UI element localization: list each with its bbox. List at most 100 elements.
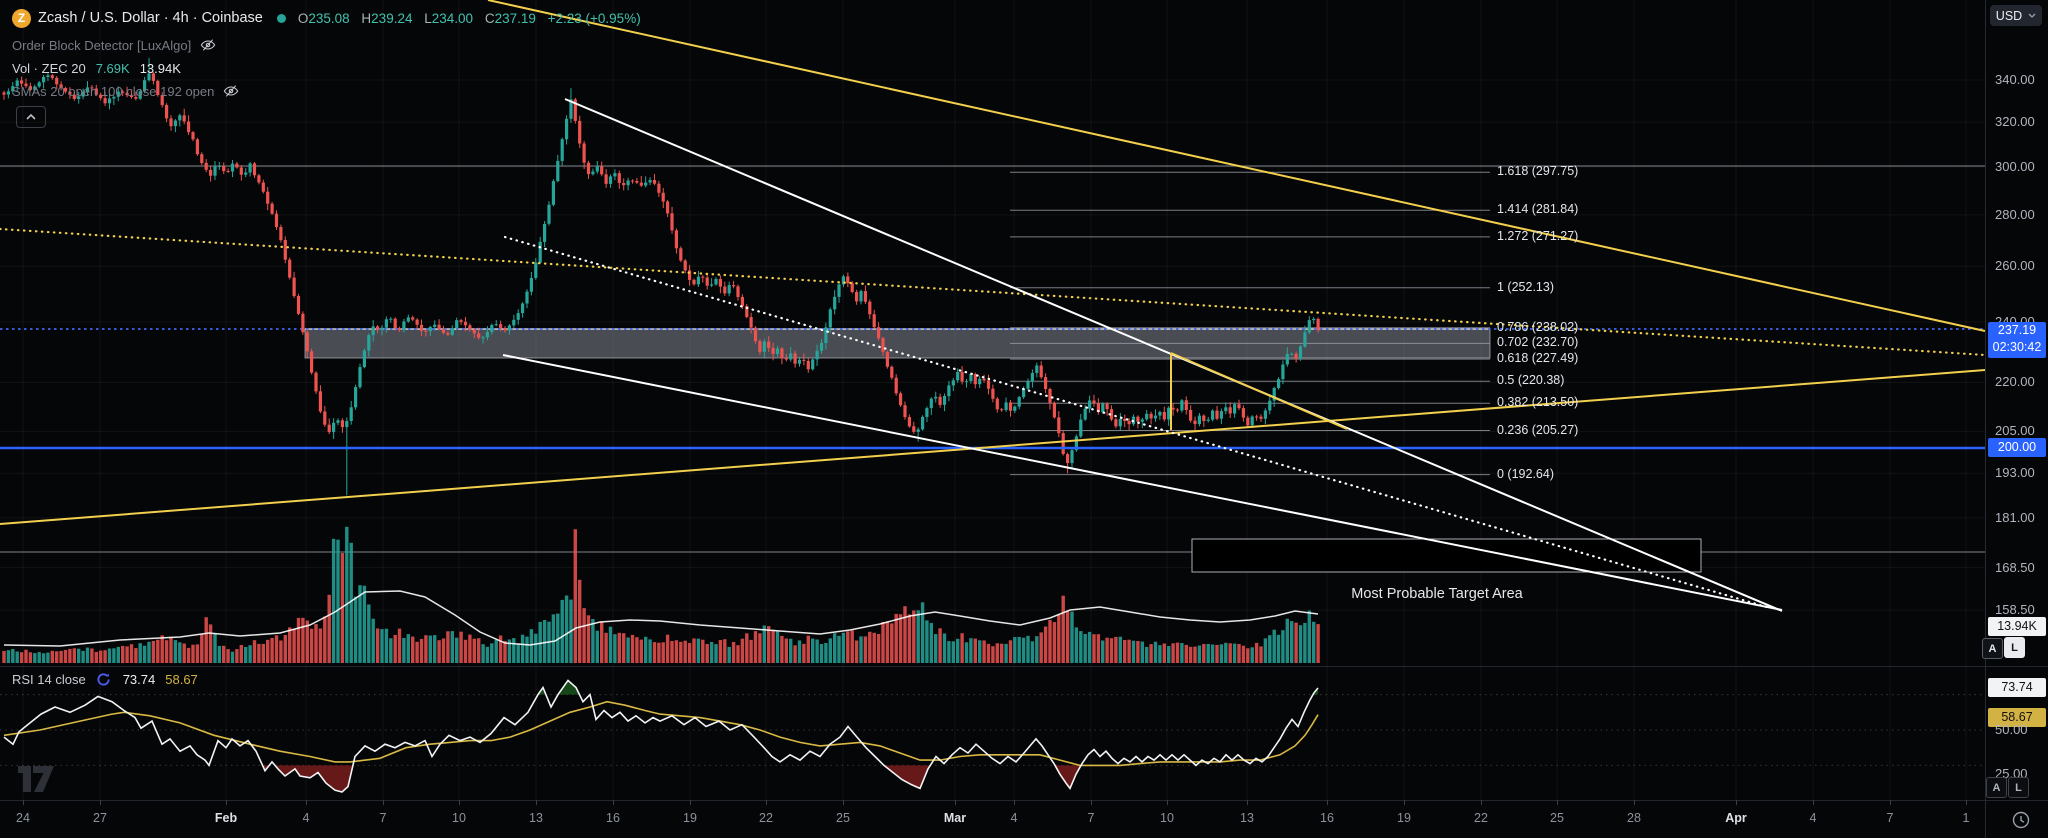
time-tick-mark <box>690 800 691 805</box>
yellow-measure-diagonal <box>1170 352 1348 430</box>
time-tick-label: 7 <box>1087 811 1095 825</box>
legend: Z Zcash / U.S. Dollar · 4h · Coinbase O2… <box>12 6 641 102</box>
price-scale-divider[interactable] <box>1985 0 1986 838</box>
time-tick-label: 10 <box>1160 811 1174 825</box>
time-tick-mark <box>1404 800 1405 805</box>
price-tick-label: 300.00 <box>1995 158 2035 174</box>
price-tick-label: 280.00 <box>1995 206 2035 222</box>
time-tick-label: 25 <box>1550 811 1564 825</box>
volume-indicator-title: Vol · ZEC 20 <box>12 60 86 76</box>
price-tick-label: 260.00 <box>1995 258 2035 274</box>
time-tick-label: 13 <box>1240 811 1254 825</box>
rsi-indicator-title: RSI 14 close <box>12 672 86 687</box>
change-value: +2.23 (+0.95%) <box>547 10 641 26</box>
chevron-down-icon <box>2028 13 2036 18</box>
time-tick-mark <box>383 800 384 805</box>
fib-level-label: 1 (252.13) <box>1497 279 1554 294</box>
open-value: 235.08 <box>308 10 350 26</box>
currency-select-button[interactable]: USD <box>1990 5 2042 26</box>
time-tick-label: 16 <box>1320 811 1334 825</box>
log-scale-button[interactable]: L <box>2004 637 2025 658</box>
time-tick-mark <box>1091 800 1092 805</box>
time-tick-mark <box>1014 800 1015 805</box>
level-price-badge: 200.00 <box>1988 438 2046 457</box>
chart-canvas[interactable] <box>0 0 1986 838</box>
fib-level-label: 1.618 (297.75) <box>1497 164 1579 179</box>
fib-level-label: 1.272 (271.27) <box>1497 228 1579 243</box>
time-tick-label: 4 <box>1809 811 1817 825</box>
market-status-dot <box>276 13 286 23</box>
pane-divider-rsi-axis <box>0 800 2048 801</box>
time-tick-mark <box>1247 800 1248 805</box>
price-tick-label: 340.00 <box>1995 72 2035 87</box>
high-value: 239.24 <box>371 10 413 26</box>
legend-collapse-button[interactable] <box>16 106 46 128</box>
currency-label: USD <box>1995 8 2023 23</box>
rsi-legend-row[interactable]: RSI 14 close 73.74 58.67 <box>12 672 198 687</box>
price-tick-label: 181.00 <box>1995 509 2035 525</box>
price-scale[interactable]: USD 340.00320.00300.00280.00260.00240.00… <box>1982 0 2048 838</box>
time-tick-mark <box>100 800 101 805</box>
time-tick-label: 19 <box>1397 811 1411 825</box>
time-tick-label: 4 <box>1010 811 1018 825</box>
price-tick-label: 320.00 <box>1995 114 2035 130</box>
tradingview-watermark-logo <box>18 766 54 797</box>
time-tick-label: Feb <box>214 811 238 825</box>
target-area-label: Most Probable Target Area <box>1351 586 1523 602</box>
price-tick-label: 220.00 <box>1995 374 2035 390</box>
time-tick-mark <box>843 800 844 805</box>
sma-indicator-title: SMAs 20 open 100 close 192 open <box>12 83 215 99</box>
fib-level-label: 0.786 (238.02) <box>1497 319 1579 334</box>
time-tick-label: 4 <box>302 811 310 825</box>
time-tick-label: 16 <box>606 811 620 825</box>
volume-ma-value: 13.94K <box>139 60 181 76</box>
rsi-auto-scale-button[interactable]: A <box>1986 777 2007 798</box>
time-tick-mark <box>955 800 956 805</box>
time-axis[interactable]: 24 27 Feb 4 7 10 13 16 19 22 25 Mar 4 7 10 13 16 19 22 25 28… <box>0 800 2048 838</box>
time-tick-label: 1 <box>1962 811 1970 825</box>
time-tick-label: 13 <box>529 811 543 825</box>
rsi-value-badge: 73.74 <box>1988 678 2046 697</box>
timezone-clock-icon[interactable] <box>2010 809 2032 836</box>
volume-indicator-row[interactable]: Vol · ZEC 20 7.69K 13.94K <box>12 57 641 79</box>
open-label: O <box>297 10 309 26</box>
ohlc-values: O235.08 H239.24 L234.00 C237.19 +2.23 (+… <box>298 11 641 26</box>
eye-off-icon[interactable] <box>223 83 239 99</box>
time-tick-mark <box>536 800 537 805</box>
pane-divider-price-rsi[interactable] <box>0 666 2048 667</box>
auto-scale-button[interactable]: A <box>1982 638 2003 659</box>
close-label: C <box>484 10 495 26</box>
time-tick-mark <box>1890 800 1891 805</box>
bar-countdown: 02:30:42 <box>1992 340 2042 354</box>
fib-level-label: 1.414 (281.84) <box>1497 202 1579 217</box>
rsi-log-scale-button[interactable]: L <box>2008 777 2029 798</box>
order-block-indicator-row[interactable]: Order Block Detector [LuxAlgo] <box>12 34 641 56</box>
dotted-yellow <box>0 227 1986 357</box>
eye-off-icon[interactable] <box>200 37 216 53</box>
rsi-tick-label: 50.00 <box>1995 722 2028 737</box>
time-tick-label: 25 <box>836 811 850 825</box>
time-tick-label: 22 <box>1474 811 1488 825</box>
lower-white-trendline <box>502 354 1783 611</box>
time-tick-mark <box>1736 800 1737 805</box>
symbol-legend-row[interactable]: Z Zcash / U.S. Dollar · 4h · Coinbase O2… <box>12 6 641 30</box>
sma-indicator-row[interactable]: SMAs 20 open 100 close 192 open <box>12 80 641 102</box>
low-label: L <box>424 10 432 26</box>
price-tick-label: 158.50 <box>1995 602 2035 618</box>
time-tick-mark <box>1167 800 1168 805</box>
fib-level-label: 0.236 (205.27) <box>1497 422 1579 437</box>
rsi-ma-value: 58.67 <box>165 672 198 687</box>
symbol-title: Zcash / U.S. Dollar · 4h · Coinbase <box>38 10 263 26</box>
low-value: 234.00 <box>431 10 474 26</box>
time-tick-label: 27 <box>93 811 107 825</box>
time-tick-mark <box>1557 800 1558 805</box>
price-tick-label: 205.00 <box>1995 423 2035 439</box>
fib-level-label: 0 (192.64) <box>1497 466 1554 481</box>
time-tick-label: 24 <box>16 811 30 825</box>
dotted-white <box>503 235 1772 610</box>
order-block-indicator-title: Order Block Detector [LuxAlgo] <box>12 37 192 53</box>
rsi-value: 73.74 <box>122 672 156 687</box>
target-area-box <box>1191 538 1702 573</box>
time-tick-label: 7 <box>1886 811 1894 825</box>
